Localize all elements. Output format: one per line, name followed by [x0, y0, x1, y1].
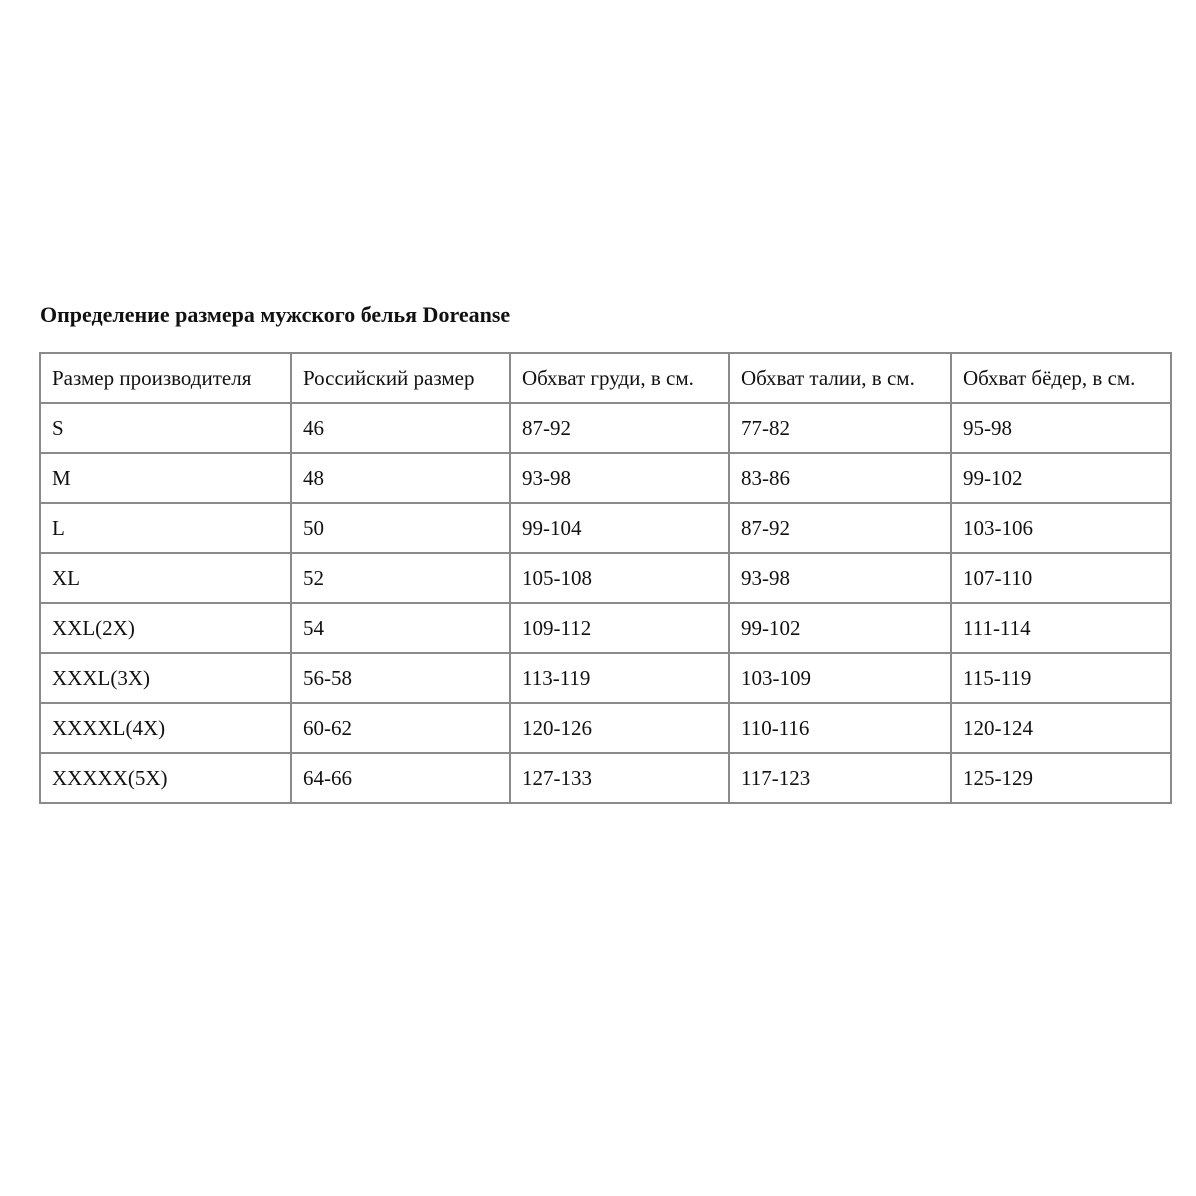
table-cell: 54	[290, 602, 511, 654]
table-cell: 60-62	[290, 702, 511, 754]
table-cell: 125-129	[950, 752, 1172, 804]
table-cell: 56-58	[290, 652, 511, 704]
table-cell: XL	[39, 552, 292, 604]
table-cell: 52	[290, 552, 511, 604]
table-cell: 127-133	[509, 752, 730, 804]
table-row: M 48 93-98 83-86 99-102	[39, 452, 1172, 504]
table-cell: 120-126	[509, 702, 730, 754]
table-cell: 113-119	[509, 652, 730, 704]
table-cell: 93-98	[509, 452, 730, 504]
table-cell: 105-108	[509, 552, 730, 604]
column-header: Обхват талии, в см.	[728, 352, 952, 404]
table-row: S 46 87-92 77-82 95-98	[39, 402, 1172, 454]
table-cell: 111-114	[950, 602, 1172, 654]
table-row: XXXL(3X) 56-58 113-119 103-109 115-119	[39, 652, 1172, 704]
page-title: Определение размера мужского белья Dorea…	[40, 302, 511, 327]
column-header: Обхват груди, в см.	[509, 352, 730, 404]
table-cell: 46	[290, 402, 511, 454]
table-row: XXXXL(4X) 60-62 120-126 110-116 120-124	[39, 702, 1172, 754]
table-cell: 115-119	[950, 652, 1172, 704]
table-cell: 48	[290, 452, 511, 504]
table-cell: 99-102	[950, 452, 1172, 504]
table-row: L 50 99-104 87-92 103-106	[39, 502, 1172, 554]
table-cell: 103-106	[950, 502, 1172, 554]
table-cell: 50	[290, 502, 511, 554]
table-row: XXL(2X) 54 109-112 99-102 111-114	[39, 602, 1172, 654]
table-cell: 99-104	[509, 502, 730, 554]
header-row: Размер производителя Российский размер Обх…	[39, 352, 1172, 404]
table-cell: L	[39, 502, 292, 554]
table-cell: 109-112	[509, 602, 730, 654]
table-cell: 107-110	[950, 552, 1172, 604]
table-cell: 103-109	[728, 652, 952, 704]
table-cell: 64-66	[290, 752, 511, 804]
column-header: Российский размер	[290, 352, 511, 404]
table-cell: M	[39, 452, 292, 504]
table-cell: 120-124	[950, 702, 1172, 754]
table-cell: 77-82	[728, 402, 952, 454]
table-cell: XXXXX(5X)	[39, 752, 292, 804]
table-cell: 117-123	[728, 752, 952, 804]
table-row: XL 52 105-108 93-98 107-110	[39, 552, 1172, 604]
table-cell: 99-102	[728, 602, 952, 654]
column-header: Обхват бёдер, в см.	[950, 352, 1172, 404]
size-table: Размер производителя Российский размер Обх…	[39, 352, 1172, 804]
table-cell: XXXXL(4X)	[39, 702, 292, 754]
table-cell: 87-92	[509, 402, 730, 454]
column-header: Размер производителя	[39, 352, 292, 404]
table-cell: 87-92	[728, 502, 952, 554]
table-cell: S	[39, 402, 292, 454]
table-cell: XXXL(3X)	[39, 652, 292, 704]
table-cell: 93-98	[728, 552, 952, 604]
table-cell: 83-86	[728, 452, 952, 504]
table-cell: 95-98	[950, 402, 1172, 454]
table-cell: 110-116	[728, 702, 952, 754]
table-cell: XXL(2X)	[39, 602, 292, 654]
table-row: XXXXX(5X) 64-66 127-133 117-123 125-129	[39, 752, 1172, 804]
